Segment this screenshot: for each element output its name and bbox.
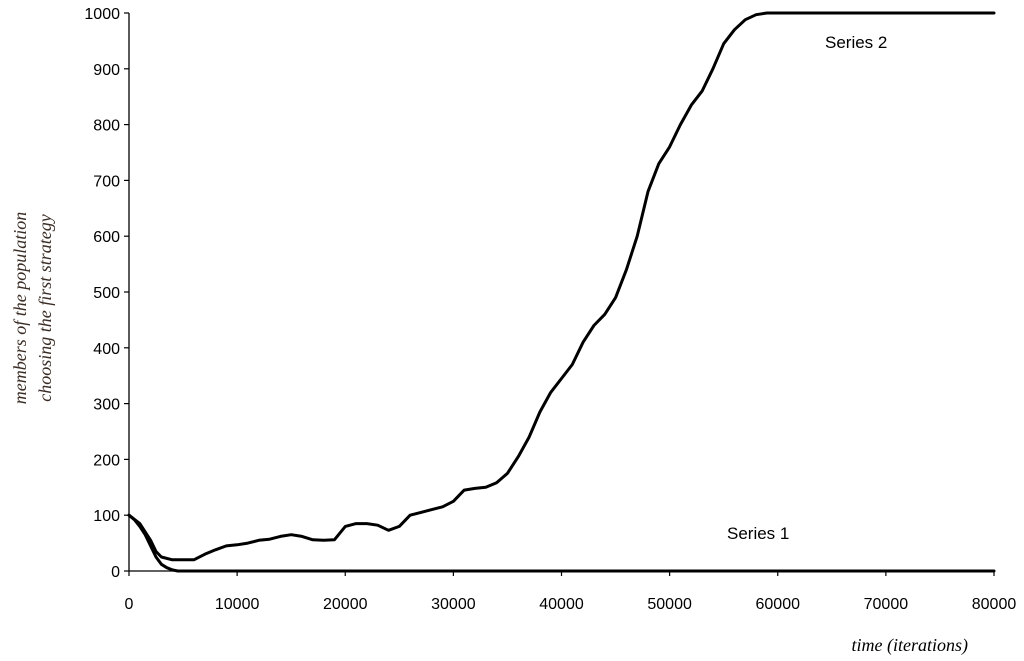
y-tick-label: 300 (93, 397, 120, 414)
series-2-line (127, 11, 996, 562)
x-tick-label: 80000 (972, 596, 1017, 613)
y-tick-label: 700 (93, 173, 120, 190)
y-axis: 0 100 200 300 400 500 600 700 800 900 1000 (84, 6, 130, 581)
y-tick-label: 900 (93, 62, 120, 79)
y-tick-label: 600 (93, 229, 120, 246)
x-axis: 0 10000 20000 30000 40000 50000 60000 70000 8000… (125, 570, 1017, 613)
y-tick-label: 0 (111, 564, 120, 581)
series-2-label: Series 2 (825, 33, 887, 52)
x-tick-label: 0 (125, 596, 134, 613)
x-tick-label: 60000 (756, 596, 801, 613)
y-tick-label: 100 (93, 508, 120, 525)
x-tick-label: 20000 (323, 596, 368, 613)
x-tick-label: 10000 (215, 596, 260, 613)
x-tick-label: 40000 (539, 596, 584, 613)
y-tick-label: 800 (93, 118, 120, 135)
series-1-label: Series 1 (727, 524, 789, 543)
y-axis-title-line-1: members of the population (10, 212, 30, 404)
x-tick-label: 70000 (864, 596, 909, 613)
x-axis-title: time (iterations) (852, 635, 968, 656)
y-axis-title-line-2: choosing the first strategy (35, 214, 55, 402)
y-tick-label: 400 (93, 341, 120, 358)
y-axis-title: members of the population choosing the f… (10, 212, 55, 404)
x-tick-label: 50000 (647, 596, 692, 613)
x-tick-label: 30000 (431, 596, 476, 613)
y-tick-label: 1000 (84, 6, 120, 23)
y-tick-label: 200 (93, 452, 120, 469)
series-lines (127, 11, 996, 573)
y-tick-label: 500 (93, 285, 120, 302)
series-1-line (127, 513, 996, 573)
